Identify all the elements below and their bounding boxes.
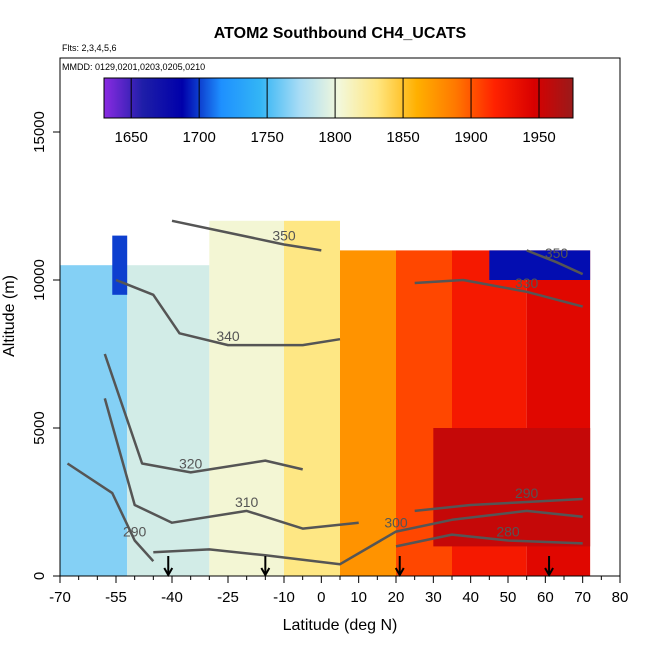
colorbar-tick-label: 1800 <box>318 129 351 146</box>
x-tick-label: -10 <box>273 589 295 606</box>
colorbar-tick-label: 1650 <box>115 129 148 146</box>
colorbar: 1650 1700 1750 1800 1850 1900 1950 <box>103 77 574 146</box>
y-tick-label: 5000 <box>31 411 48 444</box>
contour-line <box>115 278 341 347</box>
colorbar-tick-label: 1900 <box>454 129 487 146</box>
heatmap-fields <box>60 220 591 576</box>
contour-label: 280 <box>496 523 520 539</box>
contour-label: 350 <box>272 227 296 243</box>
y-axis: 0 5000 10000 15000 <box>31 111 60 580</box>
dates-annotation: MMDD: 0129,0201,0203,0205,0210 <box>62 62 205 72</box>
x-axis: -70 -55 -40 -25 -10 0 10 20 30 40 50 60 70 80 <box>49 575 629 606</box>
x-axis-label: Latitude (deg N) <box>283 617 398 634</box>
colorbar-gradient <box>103 77 574 119</box>
contour-label: 350 <box>545 245 569 261</box>
contour-line <box>66 462 155 563</box>
heatmap-field <box>284 220 340 576</box>
x-tick-label: 70 <box>574 589 591 606</box>
heatmap-field <box>340 250 396 576</box>
contour-line <box>153 509 583 566</box>
x-tick-label: 0 <box>317 589 325 606</box>
contour-label: 340 <box>216 328 240 344</box>
chart-title: ATOM2 Southbound CH4_UCATS <box>214 25 467 42</box>
contour-label: 300 <box>384 515 408 531</box>
contour-label: 310 <box>235 494 259 510</box>
x-tick-label: 10 <box>350 589 367 606</box>
x-tick-label: -70 <box>49 589 71 606</box>
y-tick-label: 0 <box>31 572 48 580</box>
contour-label: 320 <box>179 455 203 471</box>
x-tick-label: 60 <box>537 589 554 606</box>
contour-line <box>103 353 303 474</box>
flight-marker-arrowhead <box>163 567 174 578</box>
x-tick-label: 80 <box>612 589 629 606</box>
contour-label: 290 <box>515 485 539 501</box>
contour-line <box>171 219 322 252</box>
x-tick-label: -40 <box>161 589 183 606</box>
flight-marker-arrowhead <box>544 567 554 578</box>
contour-line <box>414 278 584 308</box>
x-tick-label: 20 <box>388 589 405 606</box>
heatmap-layer <box>60 220 591 576</box>
contour-line <box>526 249 584 276</box>
contour-label: 290 <box>123 523 147 539</box>
heatmap-field <box>112 235 128 295</box>
contour-label: 330 <box>515 275 539 291</box>
colorbar-tick-label: 1850 <box>386 129 419 146</box>
contour-line <box>414 497 583 513</box>
heatmap-field <box>60 265 128 576</box>
colorbar-tick-label: 1950 <box>522 129 555 146</box>
x-tick-label: 50 <box>500 589 517 606</box>
x-tick-label: 30 <box>425 589 442 606</box>
contour-line <box>103 398 359 530</box>
y-tick-label: 10000 <box>31 259 48 301</box>
flights-annotation: Flts: 2,3,4,5,6 <box>62 43 117 53</box>
x-tick-label: 40 <box>462 589 479 606</box>
contour-line <box>395 533 583 548</box>
flight-marker-arrowhead <box>260 567 271 578</box>
heatmap-field <box>433 428 591 547</box>
y-tick-label: 15000 <box>31 111 48 153</box>
contour-layer: 280 290 290 300 310 320 330 340 350 350 <box>66 219 584 566</box>
colorbar-tick-label: 1700 <box>182 129 215 146</box>
y-axis-label: Altitude (m) <box>1 275 18 357</box>
heatmap-field <box>209 220 284 576</box>
flight-marker-arrowhead <box>394 567 405 578</box>
x-tick-label: -25 <box>217 589 239 606</box>
x-tick-label: -55 <box>105 589 127 606</box>
flight-marker-layer <box>163 556 554 578</box>
colorbar-tick-label: 1750 <box>250 129 283 146</box>
